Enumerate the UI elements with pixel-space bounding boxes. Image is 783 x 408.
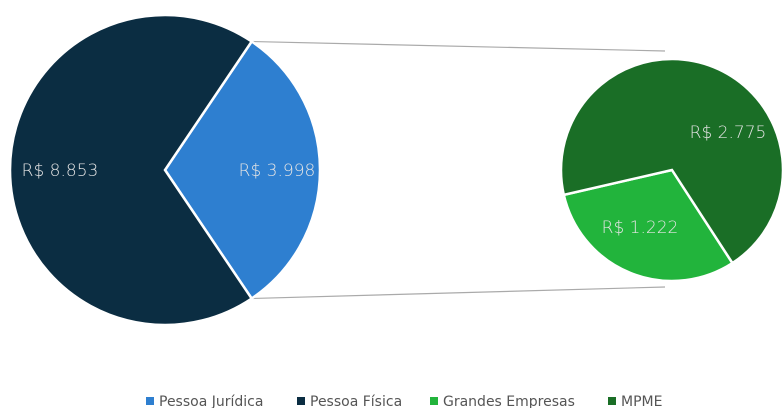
data-label: R$ 3.998 [239,161,316,181]
legend-swatch [608,397,616,405]
data-label: R$ 8.853 [22,161,99,181]
pie-slice [8,13,254,327]
data-label: R$ 2.775 [690,123,767,143]
legend-swatch [430,397,438,405]
connector-line [251,40,666,52]
pie-slice [163,39,322,301]
legend-label: Pessoa Jurídica [159,394,263,408]
legend-label: Grandes Empresas [443,394,575,408]
legend-swatch [297,397,305,405]
data-label: R$ 1.222 [602,218,679,238]
pie-slice [562,168,735,283]
legend-label: Pessoa Física [310,394,402,408]
legend-swatch [146,397,154,405]
pie-slice [559,57,783,265]
legend-label: MPME [621,394,662,408]
connector-line [251,286,666,300]
